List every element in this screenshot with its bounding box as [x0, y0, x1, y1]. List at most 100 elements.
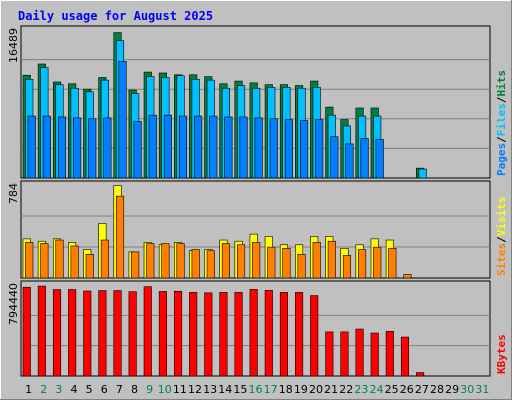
bar-kbytes-kbytes-day-19 [295, 292, 304, 377]
x-tick-label: 31 [475, 383, 489, 396]
bar-visits-sites-day-11 [176, 243, 185, 279]
y-max-label: 784 [7, 183, 20, 204]
legend-requests: Pages/Files/Hits [495, 70, 508, 176]
legend-entry: KBytes [495, 334, 508, 374]
bar-visits-sites-day-1 [25, 242, 34, 279]
bar-visits-sites-day-24 [373, 246, 382, 279]
x-tick-label: 30 [460, 383, 474, 396]
bar-kbytes-kbytes-day-23 [355, 328, 364, 377]
bar-requests-pages-day-18 [284, 119, 293, 179]
bar-kbytes-kbytes-day-12 [189, 292, 198, 377]
x-tick-label: 16 [249, 383, 263, 396]
x-tick-label: 11 [173, 383, 187, 396]
bar-requests-pages-day-23 [360, 138, 369, 179]
bar-requests-pages-day-21 [330, 136, 339, 179]
x-tick-label: 19 [294, 383, 308, 396]
legend-entry: Hits [495, 70, 508, 97]
x-tick-label: 17 [264, 383, 278, 396]
bar-kbytes-kbytes-day-27 [416, 372, 425, 377]
bar-kbytes-kbytes-day-20 [310, 295, 319, 377]
x-tick-label: 22 [339, 383, 353, 396]
bar-visits-sites-day-7 [115, 195, 125, 279]
bar-kbytes-kbytes-day-3 [52, 289, 62, 377]
bar-requests-pages-day-22 [345, 143, 354, 179]
x-tick-label: 26 [400, 383, 414, 396]
bar-requests-pages-day-1 [27, 115, 36, 179]
x-tick-label: 14 [218, 383, 232, 396]
bar-visits-sites-day-8 [131, 251, 140, 279]
bar-requests-pages-day-24 [375, 139, 384, 179]
bar-kbytes-kbytes-day-4 [68, 289, 77, 377]
bar-requests-pages-day-5 [88, 118, 97, 179]
bar-kbytes-kbytes-day-13 [204, 292, 213, 377]
x-tick-label: 7 [116, 383, 123, 396]
x-tick-label: 6 [101, 383, 108, 396]
bar-requests-pages-day-8 [133, 121, 142, 179]
x-tick-label: 18 [279, 383, 293, 396]
bar-requests-pages-day-9 [148, 114, 157, 179]
bar-requests-pages-day-11 [178, 115, 188, 179]
x-tick-label: 24 [370, 383, 384, 396]
bar-visits-sites-day-5 [85, 253, 94, 279]
legend-separator: / [495, 96, 508, 103]
bar-kbytes-kbytes-day-9 [143, 286, 152, 377]
bar-kbytes-kbytes-day-15 [234, 292, 243, 377]
x-tick-label: 23 [354, 383, 368, 396]
x-tick-label: 3 [55, 383, 62, 396]
y-max-label: 16489 [7, 28, 20, 63]
x-tick-label: 10 [158, 383, 172, 396]
x-tick-label: 20 [309, 383, 323, 396]
x-tick-label: 21 [324, 383, 338, 396]
bar-kbytes-kbytes-day-22 [340, 331, 349, 377]
bar-kbytes-kbytes-day-18 [279, 292, 288, 377]
bar-requests-pages-day-3 [57, 116, 67, 179]
bar-requests-files-day-27 [418, 168, 427, 179]
bar-kbytes-kbytes-day-21 [325, 331, 334, 377]
x-tick-label: 27 [415, 383, 429, 396]
legend-entry: Files [495, 103, 508, 136]
legend-separator: / [495, 236, 508, 243]
legend-entry: Sites [495, 243, 508, 276]
bar-requests-pages-day-17 [269, 118, 278, 179]
bar-requests-pages-day-20 [315, 119, 324, 179]
bar-kbytes-kbytes-day-17 [264, 290, 273, 377]
x-tick-label: 13 [203, 383, 217, 396]
bar-visits-sites-day-20 [312, 242, 321, 279]
y-max-label: 794440 [7, 283, 20, 325]
bar-requests-pages-day-16 [254, 117, 263, 179]
bar-requests-pages-day-14 [224, 116, 233, 179]
bar-visits-sites-day-3 [55, 239, 64, 279]
bar-requests-pages-day-4 [73, 117, 82, 179]
bar-kbytes-kbytes-day-6 [98, 290, 107, 377]
bar-visits-sites-day-22 [342, 255, 352, 279]
bar-visits-sites-day-19 [297, 253, 306, 279]
bar-kbytes-kbytes-day-16 [249, 289, 258, 377]
bar-kbytes-kbytes-day-11 [173, 290, 183, 377]
bar-visits-sites-day-2 [40, 243, 49, 279]
x-tick-label: 15 [233, 383, 247, 396]
bar-kbytes-kbytes-day-1 [22, 286, 31, 377]
bar-kbytes-kbytes-day-5 [83, 290, 92, 377]
bar-kbytes-kbytes-day-2 [37, 285, 46, 377]
bar-requests-pages-day-7 [118, 61, 127, 179]
x-tick-label: 28 [430, 383, 444, 396]
bar-requests-pages-day-2 [42, 115, 51, 179]
bar-visits-sites-day-25 [388, 248, 397, 279]
bar-visits-sites-day-9 [146, 243, 155, 279]
chart-title: Daily usage for August 2025 [18, 9, 213, 23]
bar-visits-sites-day-4 [70, 245, 79, 279]
bar-requests-pages-day-6 [103, 117, 112, 179]
bar-requests-pages-day-12 [194, 115, 203, 179]
legend-entry: Visits [495, 197, 508, 237]
x-tick-label: 4 [70, 383, 77, 396]
bar-visits-sites-day-26 [403, 274, 412, 279]
bar-requests-pages-day-13 [209, 115, 218, 179]
legend-kbytes: KBytes [495, 334, 508, 374]
bar-visits-sites-day-16 [252, 242, 261, 279]
labels-layer: 16489Pages/Files/Hits784Sites/Visits7944… [7, 28, 508, 396]
legend-separator: / [495, 136, 508, 143]
x-tick-label: 8 [131, 383, 138, 396]
bar-requests-pages-day-10 [163, 114, 172, 179]
bars-layer [22, 32, 427, 377]
bar-visits-sites-day-14 [221, 243, 230, 279]
